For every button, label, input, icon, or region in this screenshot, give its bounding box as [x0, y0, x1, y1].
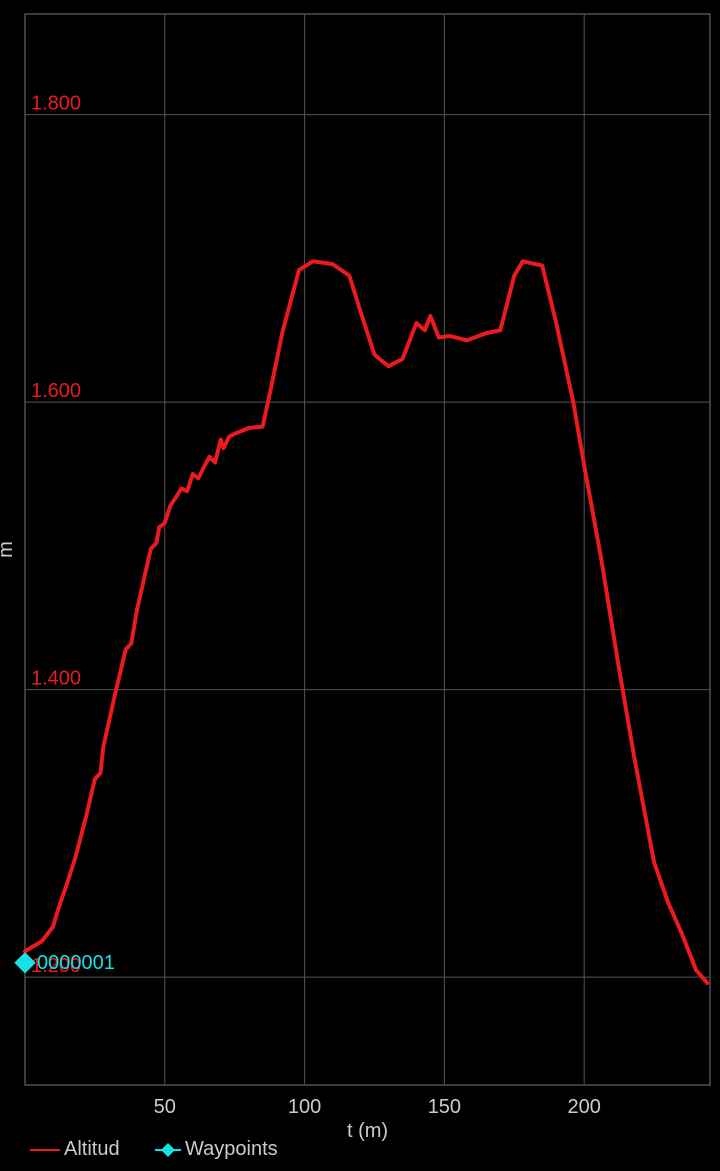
x-tick-label: 150 — [428, 1096, 461, 1118]
y-axis-label: m — [0, 541, 17, 558]
y-tick-label: 1.800 — [31, 93, 81, 115]
waypoint-label: 0000001 — [37, 952, 115, 974]
x-axis-label: t (m) — [347, 1120, 388, 1142]
x-tick-label: 200 — [567, 1096, 600, 1118]
elevation-chart[interactable]: 501001502001.2001.4001.6001.800mt (m)000… — [0, 0, 720, 1171]
legend-label: Altitud — [64, 1138, 120, 1160]
x-tick-label: 50 — [154, 1096, 176, 1118]
legend-label: Waypoints — [185, 1138, 278, 1160]
chart-svg: 501001502001.2001.4001.6001.800mt (m)000… — [0, 0, 720, 1171]
y-tick-label: 1.400 — [31, 668, 81, 690]
y-tick-label: 1.600 — [31, 380, 81, 402]
x-tick-label: 100 — [288, 1096, 321, 1118]
